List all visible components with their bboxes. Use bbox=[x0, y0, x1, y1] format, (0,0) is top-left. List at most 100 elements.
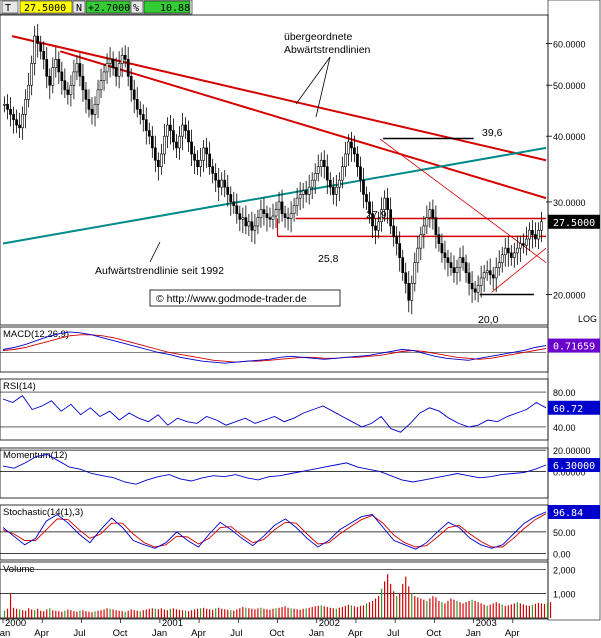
candle-body bbox=[129, 75, 133, 91]
candle-body bbox=[63, 80, 67, 91]
candle-body bbox=[425, 217, 429, 227]
indicator-tick-label: 0.00 bbox=[553, 550, 571, 560]
candle-body bbox=[163, 135, 166, 155]
candle-body bbox=[232, 201, 236, 207]
annotation-level-39-6: 39,6 bbox=[482, 127, 503, 139]
candle-body bbox=[485, 270, 489, 274]
trendline bbox=[11, 35, 547, 162]
panel-frame bbox=[0, 447, 549, 499]
candle-body bbox=[12, 114, 15, 120]
candle-body bbox=[401, 257, 405, 274]
candle-body bbox=[181, 124, 184, 137]
candle-body bbox=[413, 262, 417, 284]
candle-body bbox=[440, 243, 444, 254]
candle-body bbox=[265, 213, 269, 218]
candle-body bbox=[81, 75, 85, 91]
x-tick-year: 2001 bbox=[162, 618, 183, 629]
indicator-tick-label: 2,000 bbox=[553, 565, 576, 575]
candle-body bbox=[69, 84, 73, 95]
trendline bbox=[2, 146, 547, 245]
annotation-pointer-2 bbox=[315, 56, 331, 118]
candle-body bbox=[253, 225, 257, 231]
candle-body bbox=[537, 229, 540, 240]
candle-body bbox=[132, 89, 136, 100]
indicator-name: MACD(12,26,9) bbox=[3, 329, 69, 340]
x-tick-month: Jan bbox=[152, 628, 167, 638]
candle-body bbox=[410, 283, 414, 301]
candle-body bbox=[377, 221, 380, 231]
x-tick-year: 2000 bbox=[5, 618, 26, 629]
indicator-0: MACD(12,26,9) 0.71659 bbox=[0, 329, 600, 364]
indicator-name: RSI(14) bbox=[3, 381, 36, 392]
indicator-value-label: 60.72 bbox=[553, 404, 583, 415]
indicator-value-box bbox=[548, 505, 600, 519]
header-bar: T 27.5000 N +2.7000 % 10.88 bbox=[0, 0, 193, 15]
candle-body bbox=[515, 247, 519, 254]
indicator-value-box bbox=[548, 338, 600, 353]
candle-body bbox=[443, 252, 447, 258]
candle-body bbox=[244, 217, 248, 227]
indicator-name: Stochastic(14(1),3) bbox=[3, 507, 83, 518]
candle-body bbox=[304, 190, 308, 195]
indicator-panels: MACD(12,26,9) 0.71659 RSI(14) 80.00 40.00 60.… bbox=[0, 329, 600, 618]
candle-body bbox=[464, 262, 468, 274]
indicator-tick-label: 50.00 bbox=[553, 528, 576, 538]
candle-body bbox=[347, 141, 350, 155]
x-tick-month: Jul bbox=[230, 628, 242, 638]
candle-body bbox=[45, 59, 49, 77]
candle-body bbox=[172, 130, 175, 143]
candle-body bbox=[500, 254, 504, 263]
candle-body bbox=[512, 252, 516, 258]
candle-body bbox=[461, 257, 465, 263]
right-axis-frame bbox=[547, 0, 601, 621]
candle-body bbox=[247, 221, 251, 227]
panel-frame bbox=[0, 326, 549, 373]
candle-body bbox=[30, 63, 34, 86]
candle-body bbox=[374, 225, 377, 231]
candle-body bbox=[331, 186, 335, 195]
candle-body bbox=[120, 55, 124, 64]
annotation-uptrend-label: Aufwärtstrendlinie seit 1992 bbox=[95, 265, 224, 277]
indicator-tick-label: 1,000 bbox=[553, 590, 576, 600]
annotation-level-20-0: 20,0 bbox=[478, 314, 499, 326]
x-tick-month: Apr bbox=[348, 628, 363, 638]
candle-body bbox=[268, 217, 272, 220]
candle-body bbox=[150, 135, 154, 149]
header-change: +2.7000 bbox=[88, 3, 130, 14]
candle-body bbox=[328, 179, 332, 188]
candle-body bbox=[123, 55, 127, 60]
candle-body bbox=[102, 71, 106, 82]
x-tick-year: 2002 bbox=[319, 618, 340, 629]
candle-body bbox=[319, 159, 323, 167]
indicator-line bbox=[2, 453, 547, 485]
candle-body bbox=[220, 179, 224, 188]
annotation-downtrend-title-1: übergeordnete bbox=[284, 31, 352, 43]
candle-body bbox=[386, 197, 389, 210]
candle-body bbox=[184, 124, 187, 131]
candle-body bbox=[476, 285, 480, 293]
candle-body bbox=[467, 272, 471, 284]
candle-body bbox=[286, 217, 290, 219]
candle-body bbox=[99, 80, 103, 91]
trendline bbox=[379, 138, 547, 263]
candle-body bbox=[208, 153, 211, 167]
candle-body bbox=[24, 99, 27, 115]
x-axis: 2000JanAprJulOct2001JanAprJulOct2002JanA… bbox=[0, 618, 548, 638]
header-ticker-letter: T bbox=[5, 3, 11, 14]
copyright-text: © http://www.godmode-trader.de bbox=[156, 293, 307, 305]
candle-body bbox=[356, 153, 359, 167]
candle-body bbox=[298, 194, 302, 199]
candle-body bbox=[280, 201, 284, 214]
candle-body bbox=[259, 209, 263, 218]
candle-body bbox=[338, 179, 341, 188]
indicator-name: Momentum(12) bbox=[3, 450, 67, 461]
candle-body bbox=[157, 159, 160, 167]
panel-frame bbox=[0, 378, 549, 441]
candle-body bbox=[111, 59, 115, 68]
indicator-line bbox=[2, 394, 547, 433]
candle-body bbox=[141, 114, 145, 120]
x-tick-month: Oct bbox=[426, 628, 441, 638]
candle-body bbox=[540, 221, 543, 231]
